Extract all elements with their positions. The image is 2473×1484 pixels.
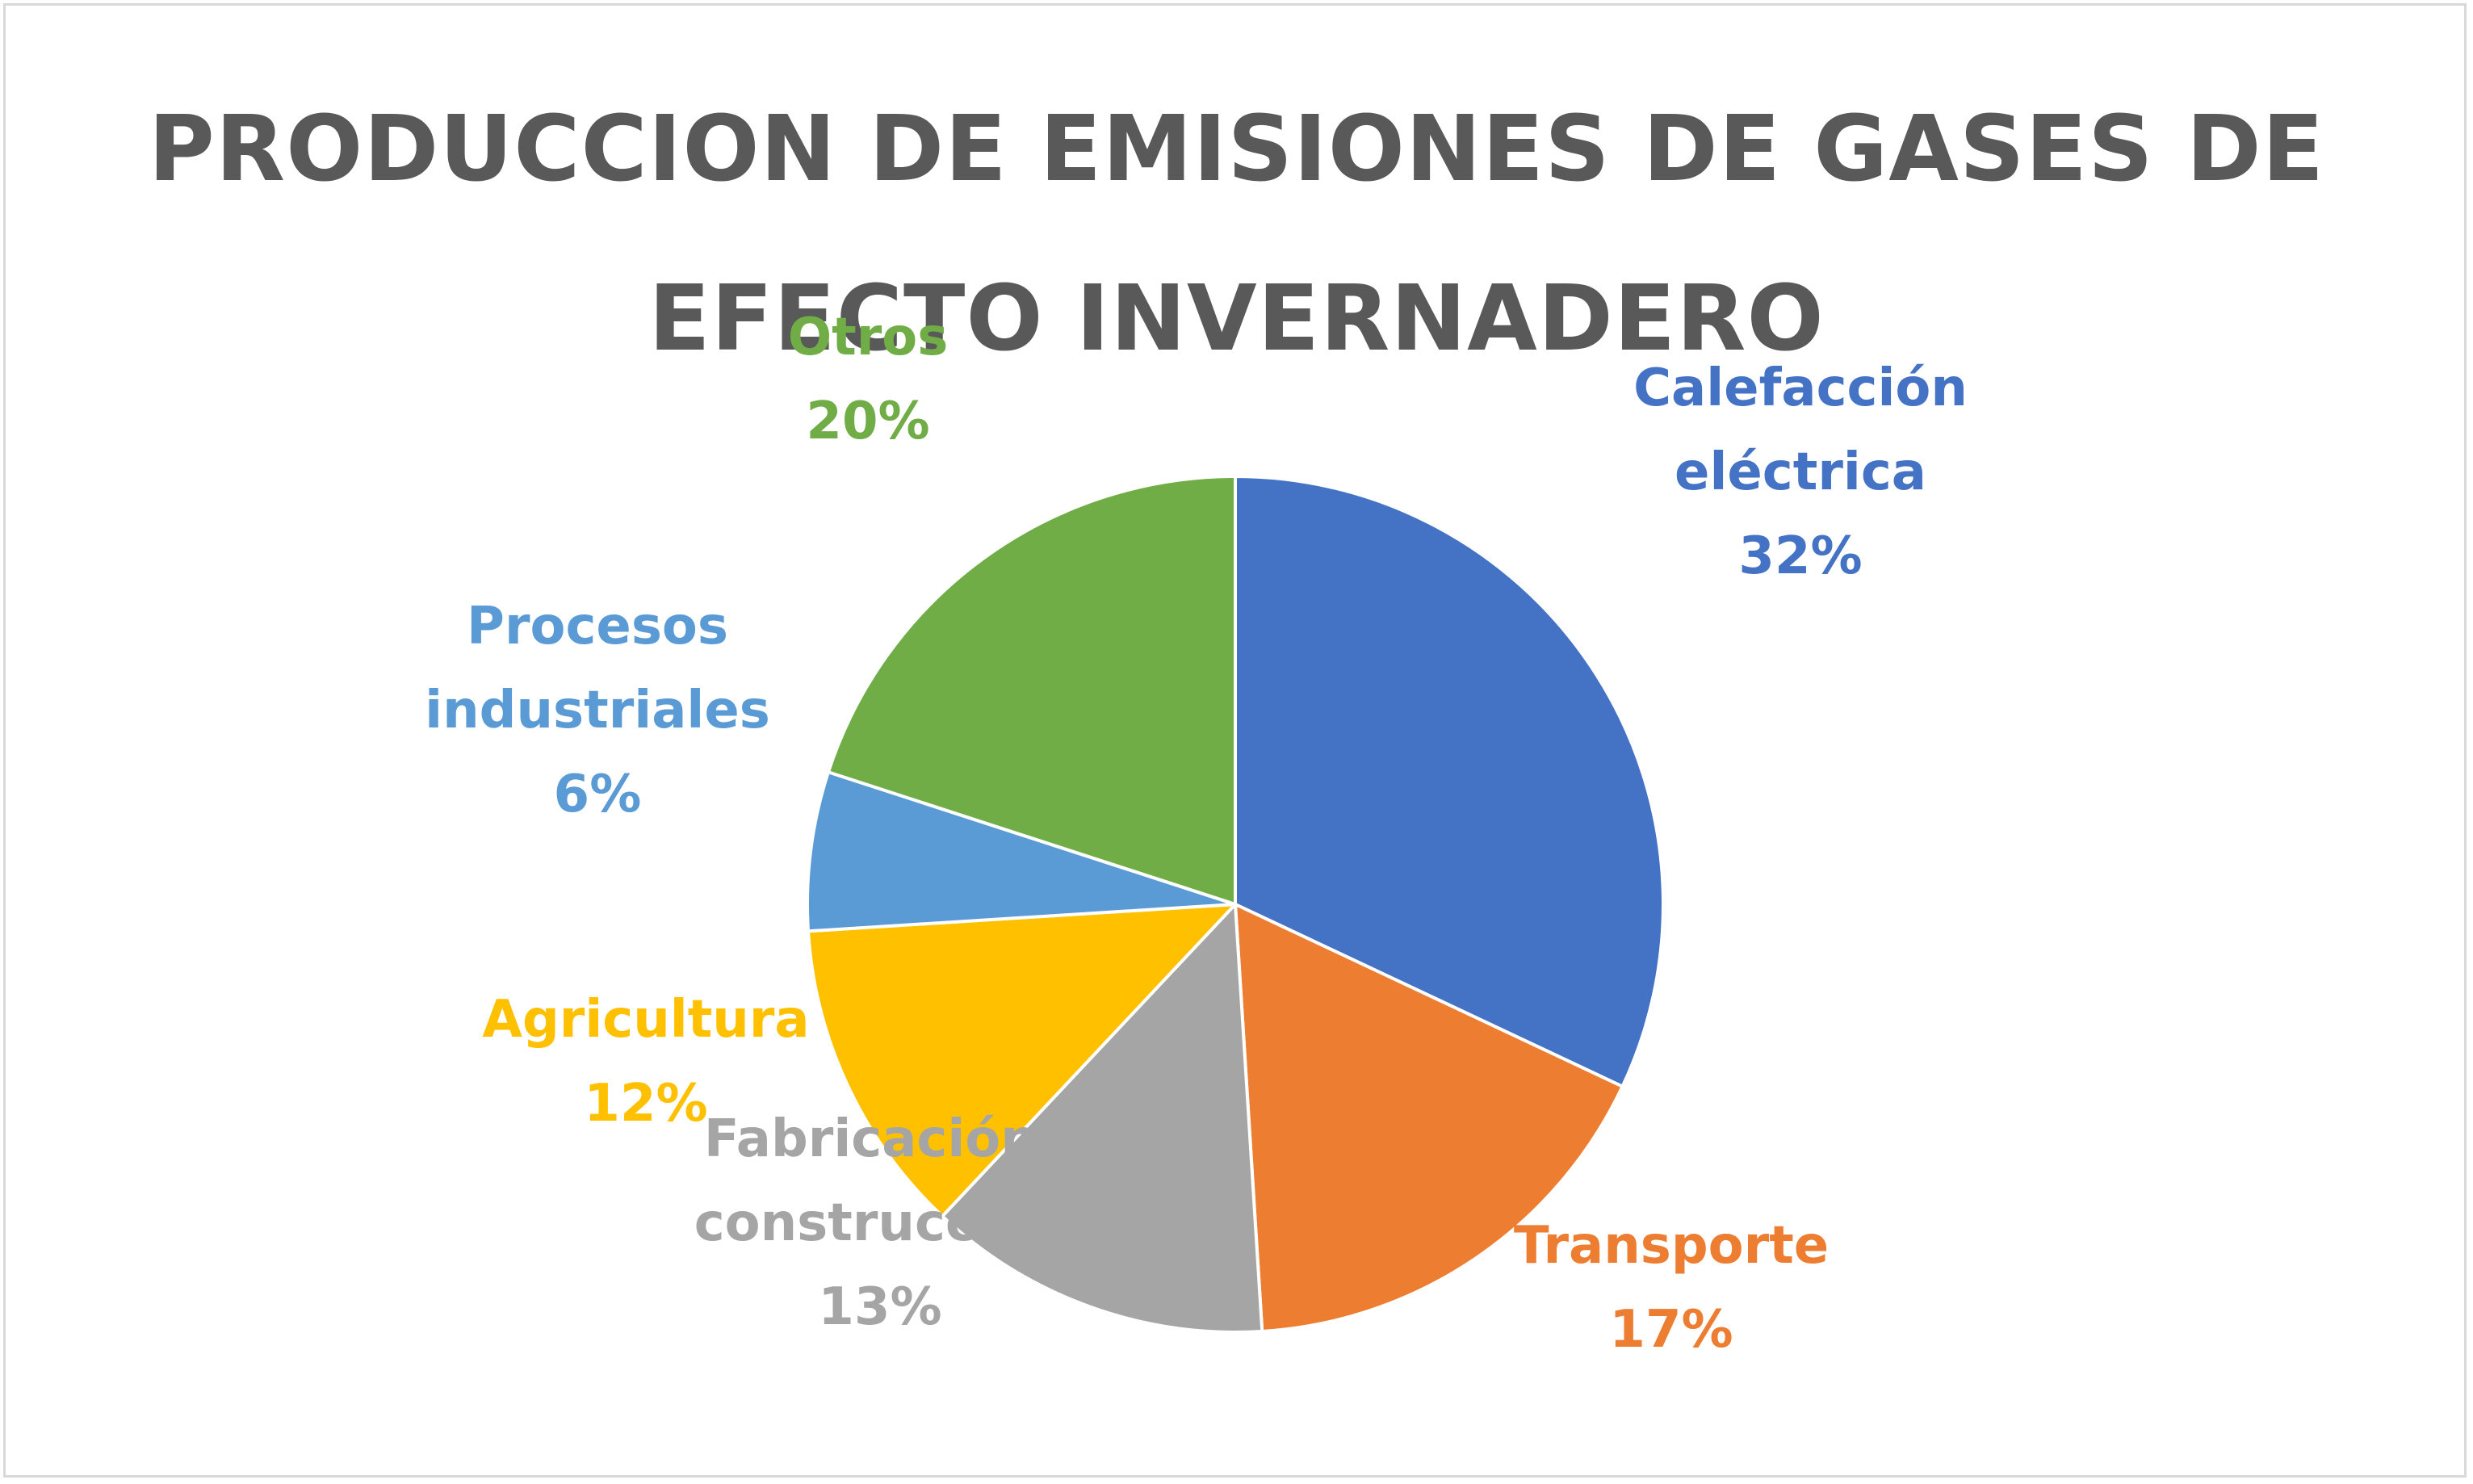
data-label-percent: 13% — [818, 1277, 942, 1337]
data-label-text: Procesos — [467, 597, 728, 656]
data-label-text: construcción — [694, 1193, 1067, 1253]
data-label-text: Fabricación/ — [703, 1109, 1057, 1169]
pie-slice-procesos-industriales — [806, 770, 1237, 933]
pie-slice-transporte — [1234, 903, 1624, 1333]
pie-slice-otros — [826, 475, 1237, 906]
data-label-text: industriales — [425, 681, 770, 740]
data-label-transporte: Transporte 17% — [1514, 1204, 1829, 1372]
data-label-text: Otros — [787, 308, 949, 367]
data-label-text: Calefacción — [1633, 358, 1968, 418]
data-label-percent: 12% — [584, 1074, 708, 1134]
data-label-otros: Otros 20% — [788, 296, 949, 463]
data-label-percent: 32% — [1738, 526, 1863, 586]
pie-slice-fabricacion-construccion — [941, 903, 1264, 1334]
chart-title-line-2: EFECTO INVERNADERO — [648, 266, 1825, 371]
data-label-percent: 17% — [1609, 1300, 1733, 1360]
data-label-text: eléctrica — [1675, 442, 1926, 502]
data-label-percent: 6% — [553, 765, 642, 824]
data-label-text: Transporte — [1513, 1216, 1830, 1276]
pie-slice-calefaccion-electrica — [1234, 475, 1665, 1088]
data-label-text: Agricultura — [482, 990, 810, 1050]
data-label-agricultura: Agricultura 12% — [482, 978, 809, 1146]
data-label-percent: 20% — [806, 392, 930, 451]
data-label-procesos-industriales: Procesos industriales 6% — [425, 585, 770, 836]
chart-title-line-1: PRODUCCION DE EMISIONES DE GASES DE — [148, 97, 2325, 202]
pie-slice-agricultura — [807, 903, 1237, 1218]
data-label-calefaccion-electrica: Calefacción eléctrica 32% — [1633, 346, 1968, 598]
chart-title: PRODUCCION DE EMISIONES DE GASES DE EFEC… — [0, 65, 2473, 404]
data-label-fabricacion-construccion: Fabricación/construcción 13% — [694, 1097, 1067, 1349]
